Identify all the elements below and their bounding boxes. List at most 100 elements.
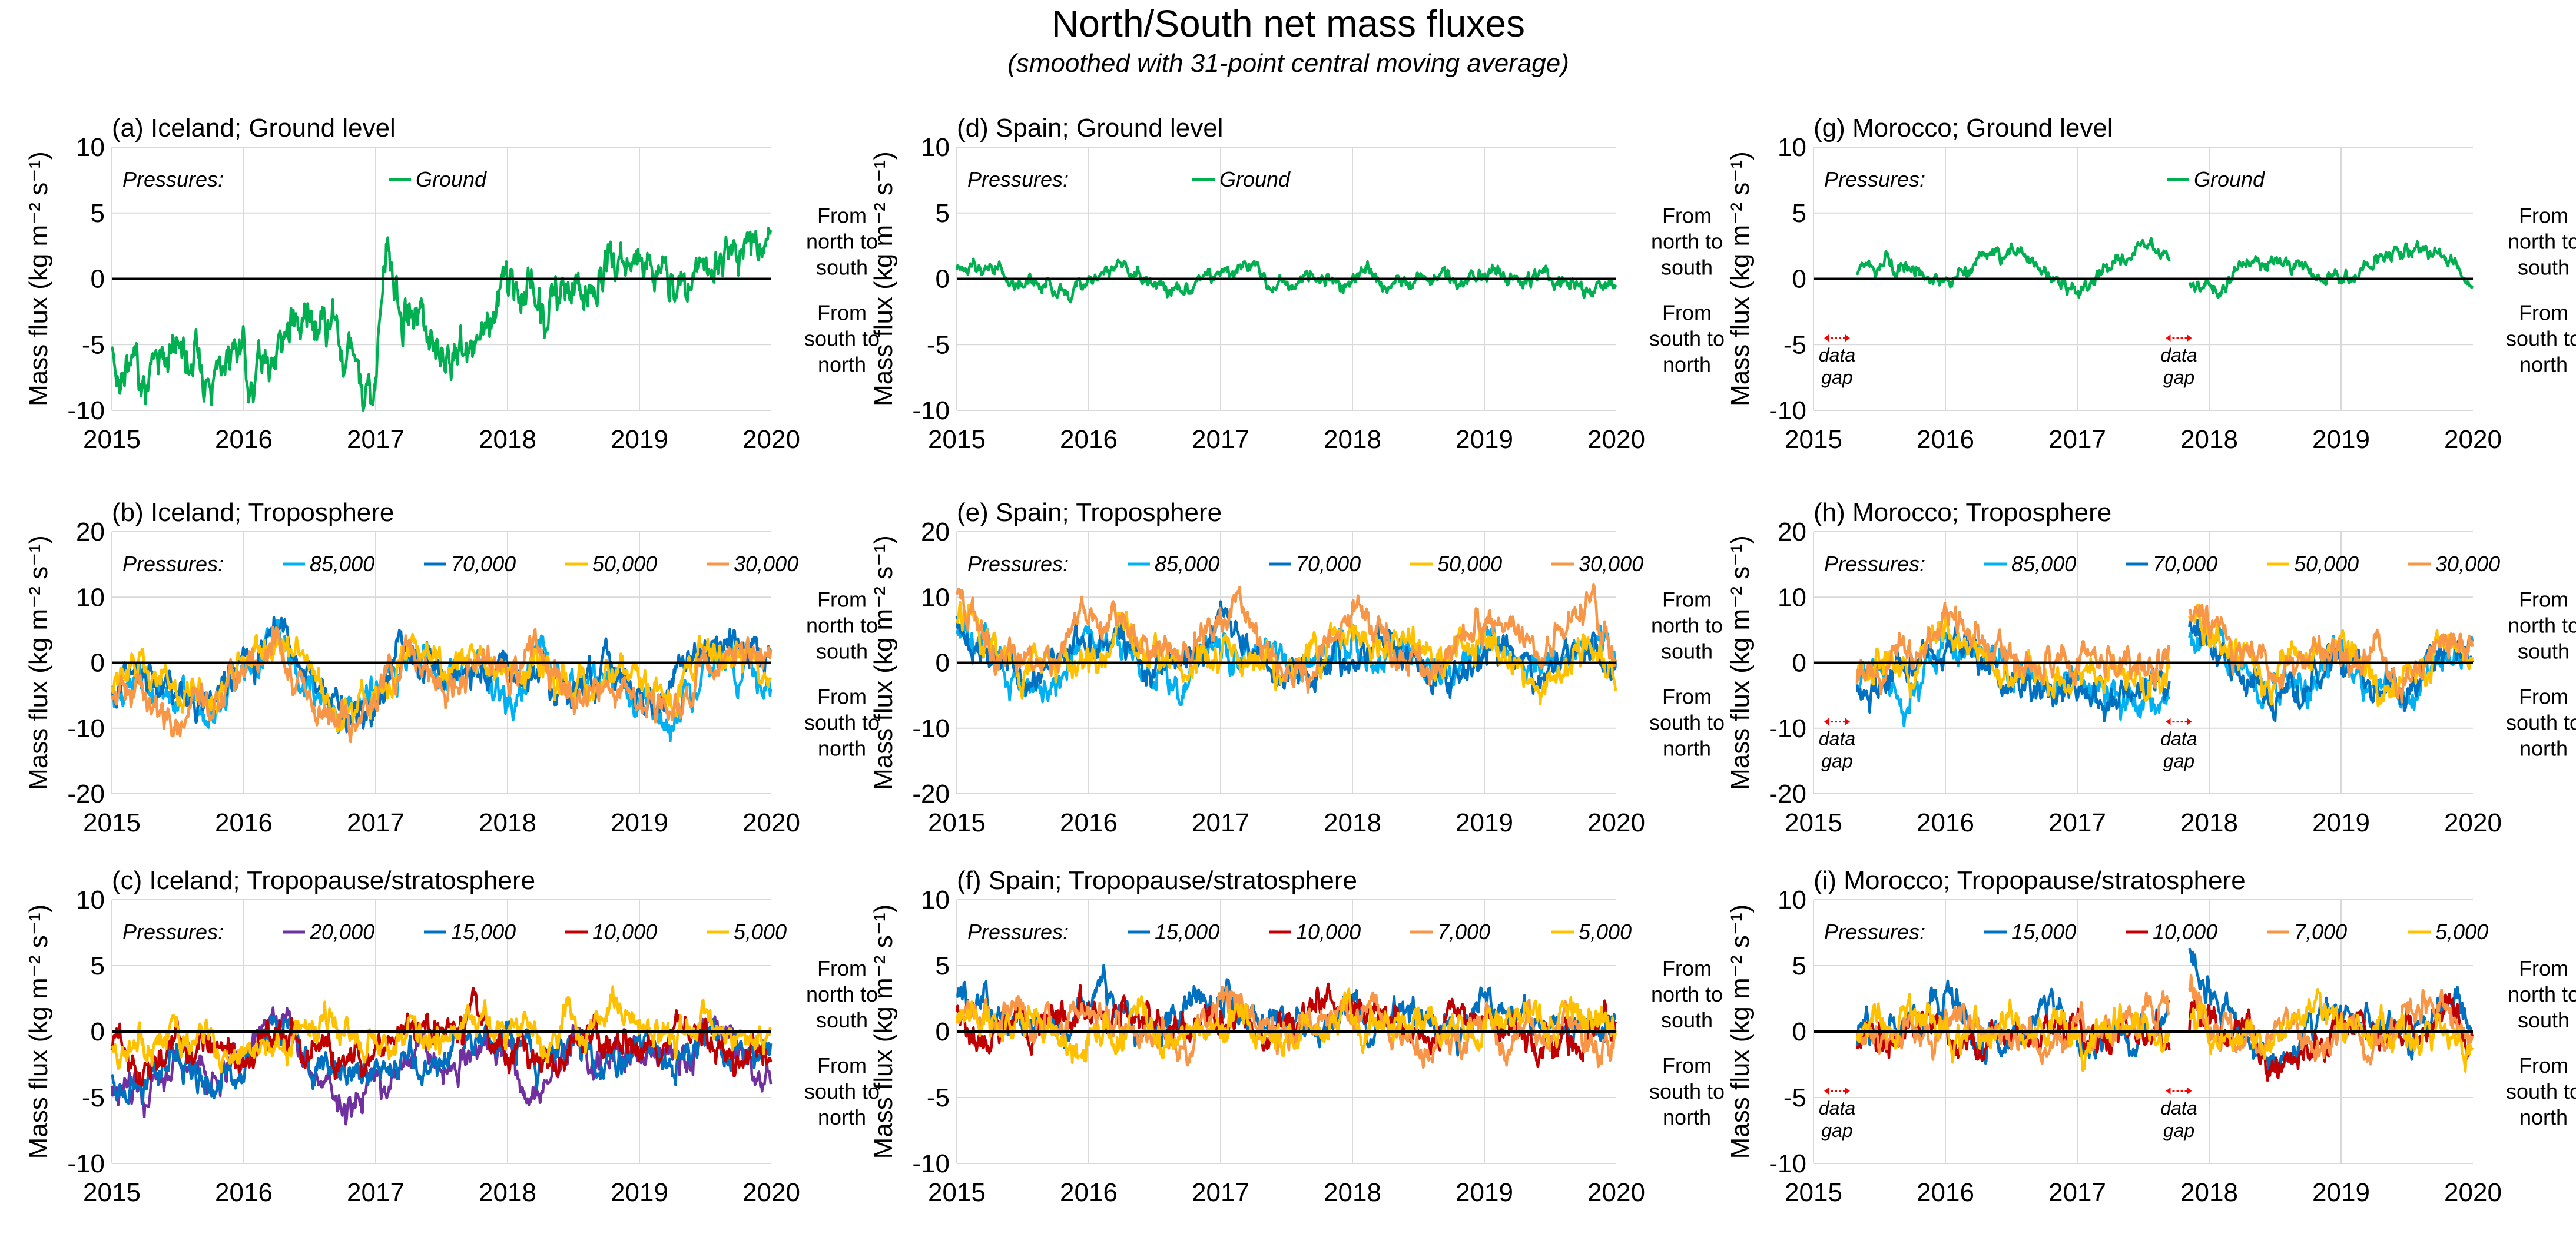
y-tick-label: -5 <box>1783 330 1806 359</box>
x-tick-label: 2020 <box>742 425 800 454</box>
x-tick-label: 2018 <box>1324 1178 1381 1207</box>
legend-pressures-label: Pressures: <box>967 920 1069 944</box>
y-axis-label: Mass flux (kg m⁻² s⁻¹) <box>869 151 898 406</box>
x-tick-label: 2018 <box>1324 808 1381 837</box>
series-line-10000 <box>110 986 773 1088</box>
x-tick-label: 2016 <box>1060 425 1118 454</box>
data-gap-label: data <box>1819 344 1855 366</box>
data-gap-label: gap <box>2163 367 2194 388</box>
x-tick-label: 2019 <box>1456 808 1513 837</box>
north-to-south-label: From <box>817 956 867 980</box>
y-tick-label: 0 <box>936 1017 950 1046</box>
south-to-north-label: north <box>818 737 866 761</box>
x-tick-label: 2017 <box>347 1178 405 1207</box>
y-tick-label: -5 <box>1783 1083 1806 1112</box>
south-to-north-label: south to <box>1649 711 1725 735</box>
x-tick-label: 2016 <box>1060 1178 1118 1207</box>
arrow-left-icon <box>1824 334 1829 342</box>
x-tick-label: 2016 <box>215 425 273 454</box>
y-tick-label: -10 <box>912 714 950 743</box>
y-tick-label: 0 <box>1792 649 1806 678</box>
series-line-30000 <box>110 626 773 744</box>
legend-entry: Ground <box>416 167 487 191</box>
panel-title: (e) Spain; Troposphere <box>957 498 1222 527</box>
y-tick-label: 5 <box>1792 951 1806 980</box>
north-to-south-label: south <box>2518 639 2570 664</box>
legend: Pressures: 20,000 15,000 10,000 5,000 <box>122 920 787 944</box>
north-to-south-label: south <box>1661 1008 1713 1032</box>
y-tick-label: -20 <box>912 780 950 808</box>
south-to-north-label: From <box>817 685 867 709</box>
arrow-right-icon <box>2187 334 2192 342</box>
y-tick-label: -10 <box>1769 1149 1806 1178</box>
legend-entry: 70,000 <box>1296 552 1361 576</box>
x-tick-label: 2017 <box>1192 808 1249 837</box>
south-to-north-label: south to <box>804 711 880 735</box>
data-gap-label: gap <box>1821 1120 1852 1141</box>
legend-pressures-label: Pressures: <box>1824 552 1925 576</box>
x-tick-label: 2018 <box>2180 1178 2238 1207</box>
x-tick-label: 2015 <box>83 1178 141 1207</box>
y-axis-label: Mass flux (kg m⁻² s⁻¹) <box>24 904 53 1159</box>
south-to-north-label: From <box>2519 1053 2568 1077</box>
arrow-left-icon <box>2166 334 2171 342</box>
legend-entry: 50,000 <box>592 552 657 576</box>
north-to-south-label: From <box>1662 588 1712 612</box>
panel-title: (i) Morocco; Tropopause/stratosphere <box>1814 866 2246 895</box>
series-line-Ground <box>110 227 773 412</box>
north-to-south-label: south <box>816 256 868 280</box>
arrow-right-icon <box>1845 718 1850 725</box>
south-to-north-label: north <box>1663 353 1711 377</box>
x-tick-label: 2020 <box>2444 808 2502 837</box>
x-tick-label: 2016 <box>215 808 273 837</box>
legend-pressures-label: Pressures: <box>122 920 224 944</box>
series-line-30000 <box>1855 601 2474 704</box>
y-tick-label: -5 <box>82 330 105 359</box>
y-tick-label: 20 <box>1778 518 1806 546</box>
x-tick-label: 2015 <box>1785 1178 1842 1207</box>
y-tick-label: 0 <box>91 1017 105 1046</box>
data-gap-label: gap <box>1821 367 1852 388</box>
y-axis-label: Mass flux (kg m⁻² s⁻¹) <box>1726 535 1755 790</box>
y-tick-label: 5 <box>936 199 950 228</box>
south-to-north-label: From <box>2519 685 2568 709</box>
legend-entry: 10,000 <box>2153 920 2217 944</box>
south-to-north-label: north <box>818 1105 866 1129</box>
panel-i: -10 -5 0 5 10 2015 2016 2017 2018 2019 2020 (i) Mor… <box>1726 866 2576 1207</box>
y-tick-label: -10 <box>67 714 105 743</box>
y-tick-label: -10 <box>1769 396 1806 425</box>
legend-entry: 15,000 <box>2011 920 2076 944</box>
x-tick-label: 2020 <box>2444 1178 2502 1207</box>
legend: Pressures: 85,000 70,000 50,000 30,000 <box>1824 552 2500 576</box>
y-tick-label: 10 <box>76 886 105 914</box>
y-tick-label: -5 <box>82 1083 105 1112</box>
y-tick-label: 0 <box>936 265 950 294</box>
y-tick-label: -10 <box>67 396 105 425</box>
south-to-north-label: north <box>1663 737 1711 761</box>
y-tick-label: 10 <box>1778 133 1806 162</box>
panel-title: (g) Morocco; Ground level <box>1814 114 2113 142</box>
y-tick-label: 10 <box>76 133 105 162</box>
x-tick-label: 2016 <box>1917 1178 1974 1207</box>
y-axis-label: Mass flux (kg m⁻² s⁻¹) <box>1726 904 1755 1159</box>
figure-title: North/South net mass fluxes <box>1052 2 1525 45</box>
x-tick-label: 2017 <box>1192 1178 1249 1207</box>
x-tick-label: 2018 <box>479 1178 536 1207</box>
south-to-north-label: south to <box>2506 1079 2576 1103</box>
legend-entry: 7,000 <box>1437 920 1490 944</box>
panel-f: -10 -5 0 5 10 2015 2016 2017 2018 2019 2020 (f) Spa… <box>869 866 1725 1207</box>
y-tick-label: -20 <box>67 780 105 808</box>
x-tick-label: 2018 <box>479 808 536 837</box>
legend-entry: 5,000 <box>2435 920 2488 944</box>
south-to-north-label: south to <box>2506 327 2576 351</box>
y-tick-label: 0 <box>1792 265 1806 294</box>
y-tick-label: -5 <box>927 1083 950 1112</box>
y-tick-label: 10 <box>1778 583 1806 612</box>
